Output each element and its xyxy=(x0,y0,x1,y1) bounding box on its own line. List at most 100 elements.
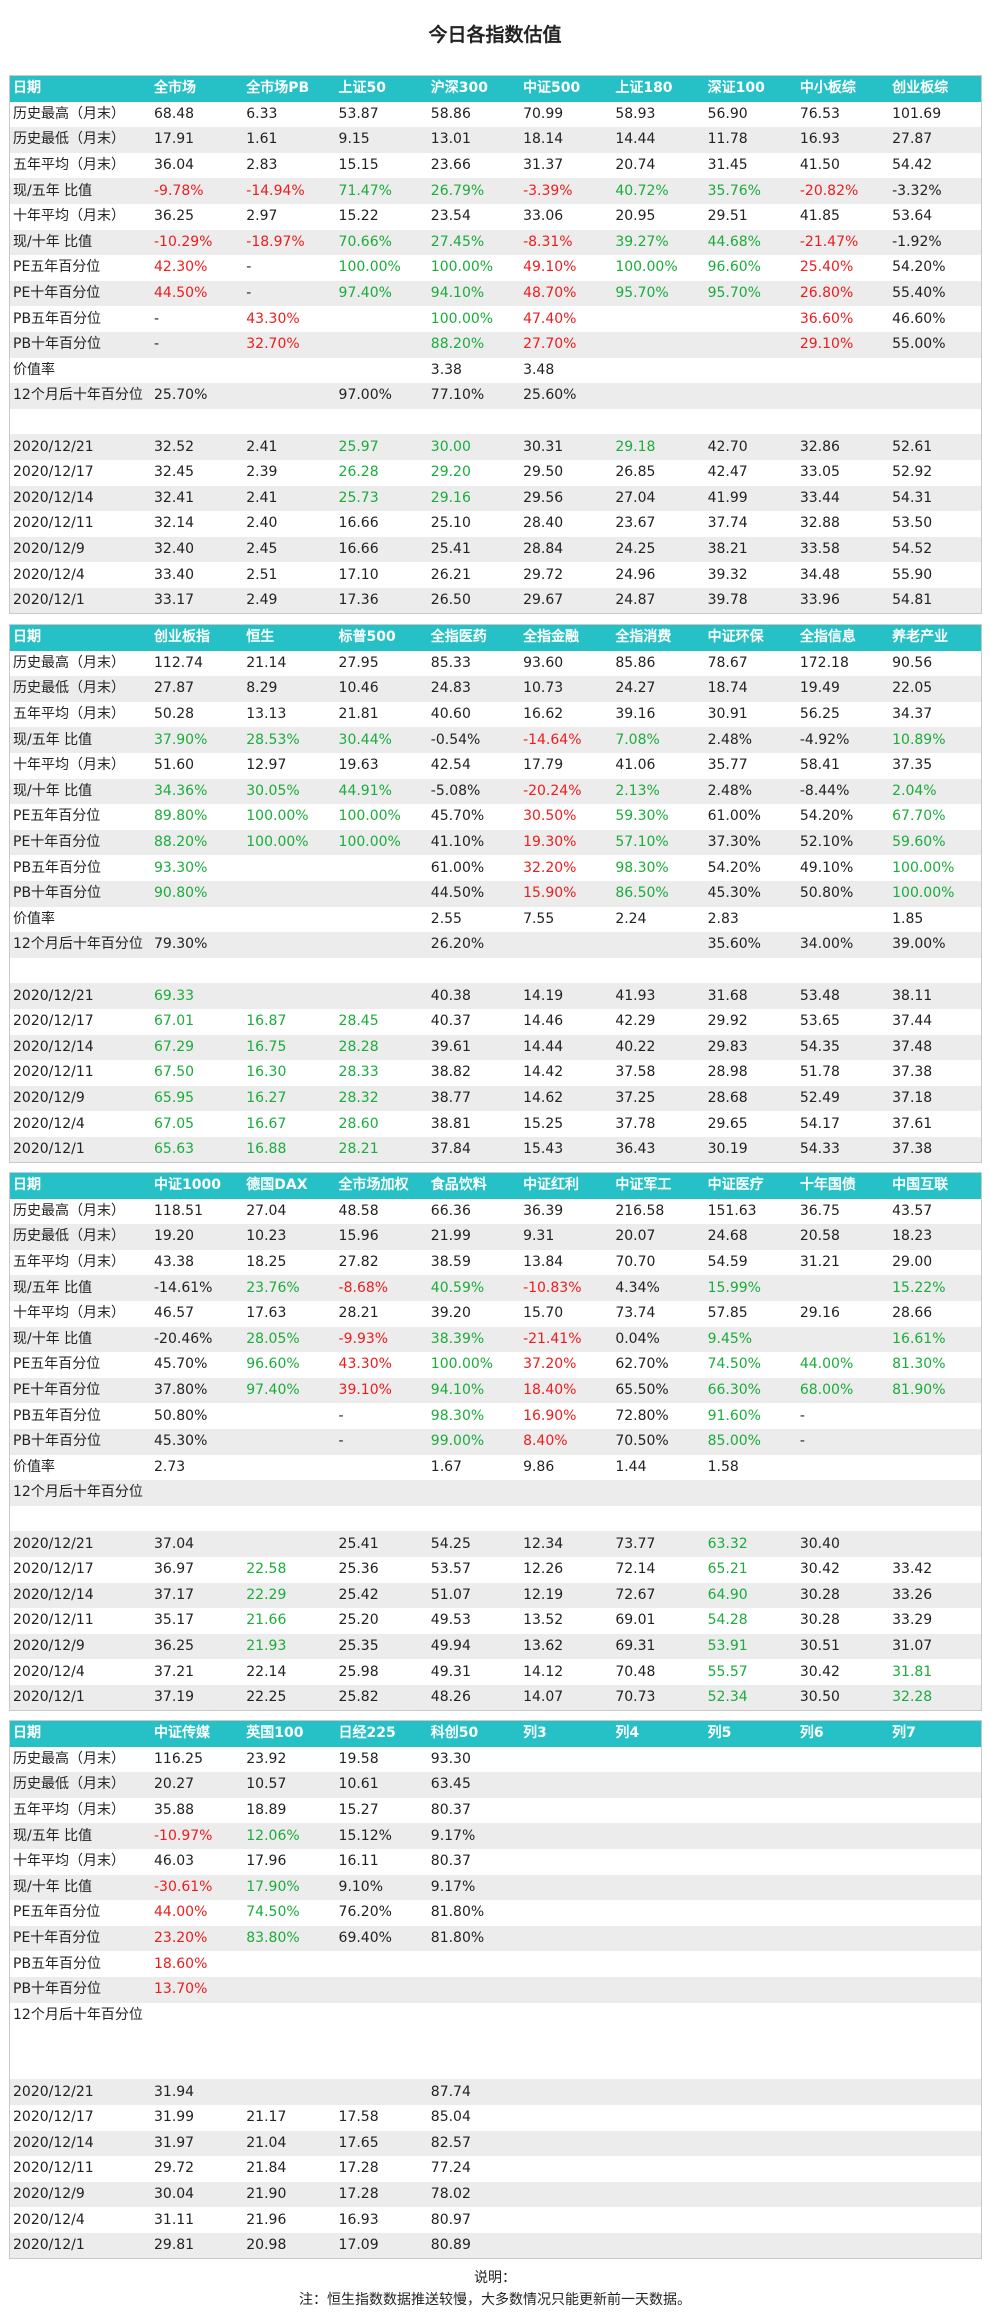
table-cell: 45.30% xyxy=(704,880,797,907)
row-label: PB五年百分位 xyxy=(9,1951,151,1977)
table-cell: 27.70% xyxy=(520,331,613,358)
table-cell: 41.50 xyxy=(796,152,890,179)
table-row: 现/五年 比值 -14.61% 23.76% -8.68% 40.59% -10.83% 4… xyxy=(9,1275,982,1301)
table-cell: 97.00% xyxy=(335,383,428,409)
table-cell: 39.00% xyxy=(889,932,982,958)
table-cell: 30.31 xyxy=(520,434,613,460)
table-row: 2020/12/21 31.94 87.74 xyxy=(9,2079,982,2105)
table-cell xyxy=(704,2181,797,2208)
table-cell: 32.28 xyxy=(889,1684,982,1711)
header-index-name: 中小板综 xyxy=(796,75,890,102)
table-cell: 48.26 xyxy=(427,1684,521,1711)
row-label: 2020/12/1 xyxy=(9,2232,151,2259)
table-cell: 26.79% xyxy=(427,178,521,204)
table-cell xyxy=(612,1480,705,1506)
table-cell xyxy=(612,1772,705,1798)
table-cell: 47.40% xyxy=(520,306,613,332)
table-row: 2020/12/4 31.11 21.96 16.93 80.97 xyxy=(9,2207,982,2233)
table-cell xyxy=(612,2207,705,2233)
row-label: 现/五年 比值 xyxy=(9,1823,151,1849)
table-cell xyxy=(335,331,428,358)
table-cell: -3.39% xyxy=(520,178,613,204)
table-cell: 37.58 xyxy=(612,1060,705,1086)
table-cell: 7.08% xyxy=(612,727,705,753)
table-cell: 39.78 xyxy=(704,587,797,614)
table-header-row: 日期 全市场 全市场PB 上证50 沪深300 中证500 上证180 深证100 中小板综 创业… xyxy=(9,75,982,102)
table-cell xyxy=(151,2002,244,2029)
table-cell: 2.41 xyxy=(243,485,336,512)
table-cell: 54.52 xyxy=(889,536,982,563)
table-cell: 98.30% xyxy=(612,855,705,881)
table-cell: 37.30% xyxy=(704,829,797,856)
row-label: 2020/12/11 xyxy=(9,1608,151,1634)
table-row: 价值率 2.73 1.67 9.86 1.44 1.58 xyxy=(9,1454,982,1481)
table-cell: 20.07 xyxy=(612,1224,705,1250)
table-cell xyxy=(520,2207,613,2233)
table-cell: 36.43 xyxy=(612,1136,705,1163)
table-cell: 29.92 xyxy=(704,1008,797,1035)
table-cell: 37.18 xyxy=(889,1085,982,1112)
table-cell: 12.34 xyxy=(520,1531,613,1557)
table-cell: 80.89 xyxy=(427,2232,521,2259)
table-cell: 14.62 xyxy=(520,1085,613,1112)
table-row: 2020/12/11 29.72 21.84 17.28 77.24 xyxy=(9,2156,982,2182)
table-cell: 50.80% xyxy=(151,1403,244,1429)
table-cell: 38.39% xyxy=(427,1326,521,1353)
table-cell: 65.21 xyxy=(704,1556,797,1583)
table-cell: 39.10% xyxy=(335,1377,428,1404)
table-cell: 2.24 xyxy=(612,906,705,933)
table-row xyxy=(9,1505,982,1532)
row-label: 现/十年 比值 xyxy=(9,778,151,805)
header-index-name: 全市场加权 xyxy=(335,1172,428,1199)
table-cell: 65.95 xyxy=(151,1085,244,1112)
row-label: 现/五年 比值 xyxy=(9,727,151,753)
table-cell: - xyxy=(243,255,336,281)
row-label: 2020/12/17 xyxy=(9,459,151,486)
table-cell: 54.17 xyxy=(796,1111,890,1137)
table-cell: -8.68% xyxy=(335,1275,428,1301)
table-cell: 55.57 xyxy=(704,1659,797,1685)
row-label: 2020/12/11 xyxy=(9,511,151,537)
table-cell: 20.58 xyxy=(796,1224,890,1250)
table-cell: 57.85 xyxy=(704,1300,797,1327)
table-cell: 33.44 xyxy=(796,485,890,512)
table-cell xyxy=(704,1976,797,2003)
table-cell: 72.67 xyxy=(612,1582,705,1609)
note-text: 注：恒生指数数据推送较慢，大多数情况只能更新前一天数据。 xyxy=(299,2292,691,2308)
row-label: 2020/12/9 xyxy=(9,1085,151,1112)
table-cell: 19.63 xyxy=(335,752,428,779)
table-cell: 69.31 xyxy=(612,1633,705,1660)
table-cell: 25.10 xyxy=(427,511,521,537)
table-cell xyxy=(796,2130,890,2157)
table-cell xyxy=(520,1505,613,1532)
table-cell: 16.88 xyxy=(243,1136,336,1163)
valuation-table-3: 日期 中证1000 德国DAX 全市场加权 食品饮料 中证红利 中证军工 中证医疗 十年国债 中国… xyxy=(9,1172,982,1712)
header-index-name: 全市场 xyxy=(151,75,244,102)
table-row: 价值率 2.55 7.55 2.24 2.83 1.85 xyxy=(9,906,982,933)
header-index-name: 深证100 xyxy=(704,75,797,102)
table-cell: 44.68% xyxy=(704,229,797,256)
table-cell xyxy=(704,1848,797,1875)
table-cell: 9.10% xyxy=(335,1874,428,1901)
table-cell: 1.61 xyxy=(243,127,336,153)
table-cell: 26.28 xyxy=(335,459,428,486)
table-cell: 23.54 xyxy=(427,203,521,230)
table-cell xyxy=(704,1480,797,1506)
table-cell: 69.01 xyxy=(612,1608,705,1634)
table-cell: 37.35 xyxy=(889,752,982,779)
table-cell: 8.40% xyxy=(520,1428,613,1455)
table-cell: 15.99% xyxy=(704,1275,797,1301)
header-index-name: 全指医药 xyxy=(427,624,521,651)
row-label: 五年平均（月末） xyxy=(9,1249,151,1276)
table-cell: 36.60% xyxy=(796,306,890,332)
table-cell: 15.27 xyxy=(335,1797,428,1824)
table-row: 五年平均（月末） 36.04 2.83 15.15 23.66 31.37 20.74 31.… xyxy=(9,152,982,179)
table-cell xyxy=(612,2156,705,2182)
table-cell: 32.20% xyxy=(520,855,613,881)
table-cell xyxy=(889,1976,982,2003)
table-cell: 25.70% xyxy=(151,383,244,409)
table-row xyxy=(9,957,982,984)
row-label xyxy=(9,2028,151,2054)
table-cell: 30.28 xyxy=(796,1582,890,1609)
table-cell: - xyxy=(335,1428,428,1455)
